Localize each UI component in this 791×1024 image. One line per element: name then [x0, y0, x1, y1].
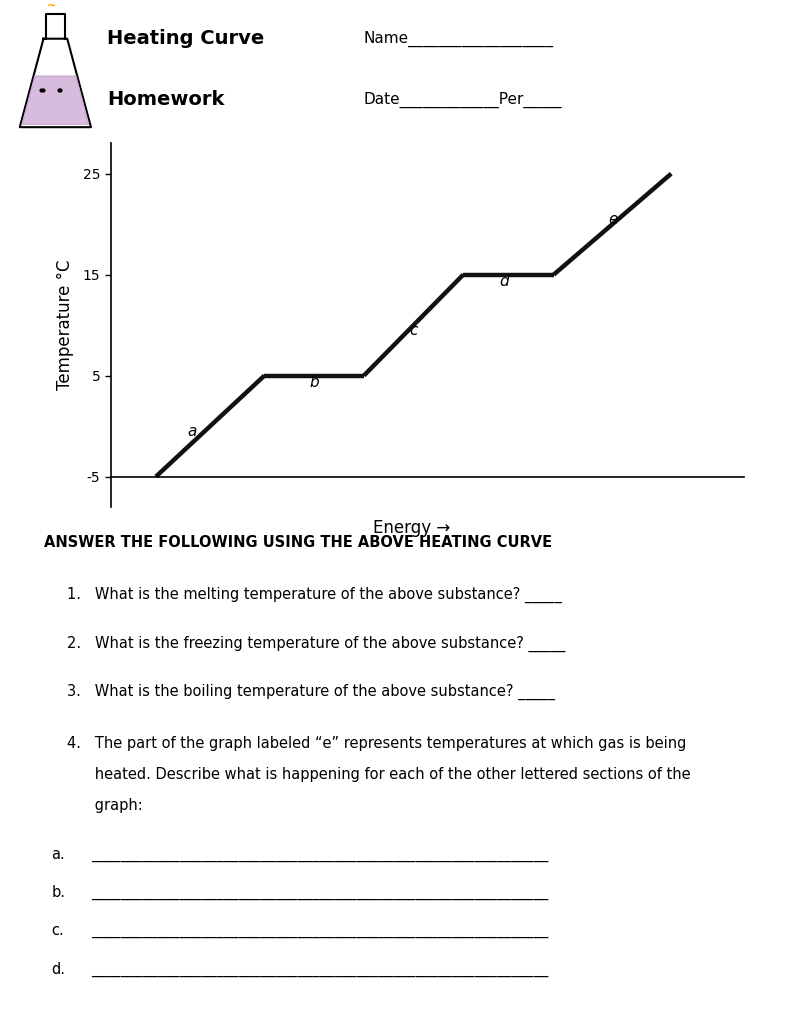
Text: Energy →: Energy →	[373, 519, 450, 538]
Text: ______________________________________________________________: ________________________________________…	[91, 962, 548, 977]
Text: a: a	[187, 424, 197, 438]
Text: d: d	[499, 274, 509, 289]
Polygon shape	[46, 13, 65, 39]
Text: 3.   What is the boiling temperature of the above substance? _____: 3. What is the boiling temperature of th…	[67, 684, 555, 700]
Text: heated. Describe what is happening for each of the other lettered sections of th: heated. Describe what is happening for e…	[67, 767, 691, 782]
Text: ANSWER THE FOLLOWING USING THE ABOVE HEATING CURVE: ANSWER THE FOLLOWING USING THE ABOVE HEA…	[44, 535, 551, 550]
Text: d.: d.	[51, 962, 66, 977]
Polygon shape	[20, 39, 91, 127]
Text: 2.   What is the freezing temperature of the above substance? _____: 2. What is the freezing temperature of t…	[67, 636, 566, 651]
Polygon shape	[22, 76, 89, 125]
Text: 4.   The part of the graph labeled “e” represents temperatures at which gas is b: 4. The part of the graph labeled “e” rep…	[67, 736, 687, 752]
Text: Name___________________: Name___________________	[364, 31, 554, 47]
Text: c.: c.	[51, 924, 64, 938]
Text: Date_____________Per_____: Date_____________Per_____	[364, 91, 562, 108]
Text: a.: a.	[51, 847, 65, 861]
Text: c: c	[409, 323, 418, 338]
Text: ______________________________________________________________: ________________________________________…	[91, 924, 548, 938]
Text: b.: b.	[51, 885, 66, 900]
Text: Homework: Homework	[107, 90, 224, 109]
Text: graph:: graph:	[67, 798, 143, 813]
Text: 1.   What is the melting temperature of the above substance? _____: 1. What is the melting temperature of th…	[67, 587, 562, 603]
Text: ~: ~	[47, 1, 56, 10]
Text: e: e	[608, 212, 617, 226]
Text: ______________________________________________________________: ________________________________________…	[91, 885, 548, 900]
Text: b: b	[309, 375, 320, 390]
Text: Heating Curve: Heating Curve	[107, 30, 264, 48]
Y-axis label: Temperature °C: Temperature °C	[56, 260, 74, 390]
Text: ______________________________________________________________: ________________________________________…	[91, 847, 548, 861]
